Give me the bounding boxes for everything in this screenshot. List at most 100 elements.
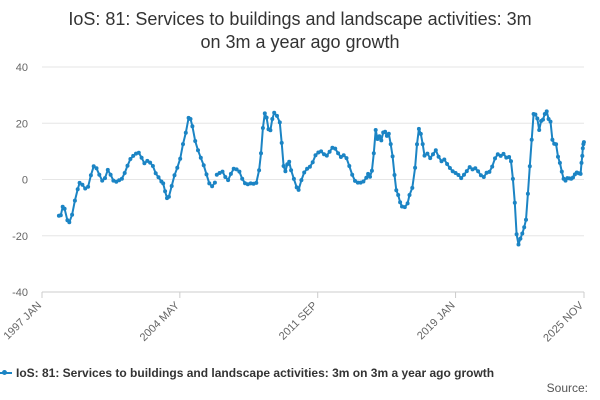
data-point[interactable] (131, 153, 136, 158)
data-point[interactable] (88, 173, 93, 178)
data-point[interactable] (58, 213, 63, 218)
data-point[interactable] (287, 159, 292, 164)
data-point[interactable] (386, 131, 391, 136)
data-point[interactable] (148, 160, 153, 165)
data-point[interactable] (77, 180, 82, 185)
data-point[interactable] (431, 152, 435, 157)
data-point[interactable] (464, 169, 469, 174)
data-point[interactable] (142, 161, 147, 166)
data-point[interactable] (507, 155, 512, 159)
data-point[interactable] (319, 149, 324, 154)
data-point[interactable] (369, 168, 374, 173)
data-point[interactable] (305, 166, 310, 171)
data-point[interactable] (581, 140, 586, 145)
data-point[interactable] (136, 150, 141, 155)
data-point[interactable] (139, 155, 144, 160)
data-point[interactable] (398, 200, 403, 205)
data-point[interactable] (313, 153, 318, 158)
data-point[interactable] (333, 146, 338, 151)
data-point[interactable] (522, 225, 527, 230)
data-point[interactable] (198, 155, 203, 160)
data-point[interactable] (103, 176, 107, 181)
data-point[interactable] (580, 153, 585, 158)
data-point[interactable] (373, 128, 378, 132)
data-point[interactable] (268, 128, 273, 133)
data-point[interactable] (509, 159, 513, 164)
data-point[interactable] (80, 182, 85, 187)
data-point[interactable] (237, 169, 242, 174)
data-point[interactable] (279, 140, 284, 145)
data-point[interactable] (436, 154, 441, 159)
data-point[interactable] (415, 142, 419, 147)
data-point[interactable] (270, 117, 275, 121)
data-point[interactable] (223, 175, 228, 179)
data-point[interactable] (529, 137, 534, 142)
data-point[interactable] (67, 220, 72, 225)
data-point[interactable] (390, 154, 395, 159)
data-point[interactable] (259, 151, 263, 156)
data-point[interactable] (418, 131, 423, 136)
data-point[interactable] (533, 112, 538, 117)
data-point[interactable] (459, 176, 464, 181)
data-point[interactable] (128, 157, 133, 161)
data-point[interactable] (512, 200, 517, 205)
data-point[interactable] (428, 156, 433, 161)
data-point[interactable] (556, 154, 560, 159)
data-point[interactable] (122, 171, 127, 175)
data-point[interactable] (433, 148, 438, 153)
data-point[interactable] (394, 188, 399, 193)
data-point[interactable] (350, 172, 355, 177)
data-point[interactable] (220, 169, 225, 174)
data-point[interactable] (341, 153, 346, 158)
data-point[interactable] (510, 176, 515, 181)
data-point[interactable] (554, 142, 559, 147)
data-point[interactable] (425, 151, 430, 156)
data-point[interactable] (476, 169, 481, 174)
data-point[interactable] (453, 171, 458, 175)
data-point[interactable] (478, 173, 483, 178)
data-point[interactable] (260, 126, 265, 130)
data-point[interactable] (495, 152, 500, 157)
data-point[interactable] (153, 171, 158, 176)
data-point[interactable] (172, 173, 177, 178)
data-point[interactable] (100, 178, 105, 183)
data-point[interactable] (481, 175, 486, 179)
data-point[interactable] (207, 181, 212, 186)
data-point[interactable] (467, 165, 472, 170)
data-point[interactable] (204, 172, 209, 177)
data-point[interactable] (537, 128, 542, 132)
data-point[interactable] (289, 168, 294, 173)
data-point[interactable] (407, 193, 412, 197)
data-point[interactable] (422, 153, 427, 158)
data-point[interactable] (175, 165, 180, 170)
data-point[interactable] (383, 129, 388, 134)
data-point[interactable] (299, 178, 304, 183)
data-point[interactable] (183, 130, 188, 135)
data-point[interactable] (275, 113, 279, 118)
data-point[interactable] (535, 116, 540, 121)
data-point[interactable] (447, 166, 452, 170)
data-point[interactable] (97, 172, 102, 177)
data-point[interactable] (83, 186, 88, 191)
data-point[interactable] (518, 236, 523, 241)
data-point[interactable] (94, 166, 99, 171)
data-point[interactable] (264, 115, 269, 120)
data-point[interactable] (420, 142, 425, 147)
data-point[interactable] (277, 120, 282, 125)
data-point[interactable] (527, 164, 532, 169)
data-point[interactable] (410, 185, 415, 190)
data-point[interactable] (72, 198, 77, 203)
data-point[interactable] (347, 164, 352, 168)
data-point[interactable] (368, 174, 372, 179)
data-point[interactable] (181, 142, 185, 147)
data-point[interactable] (108, 172, 113, 177)
data-point[interactable] (456, 173, 461, 177)
data-point[interactable] (392, 173, 397, 177)
data-point[interactable] (193, 139, 198, 143)
data-point[interactable] (226, 178, 231, 183)
data-point[interactable] (396, 193, 401, 197)
data-point[interactable] (490, 164, 495, 169)
data-point[interactable] (501, 151, 506, 156)
data-point[interactable] (544, 109, 549, 114)
data-point[interactable] (450, 169, 455, 174)
